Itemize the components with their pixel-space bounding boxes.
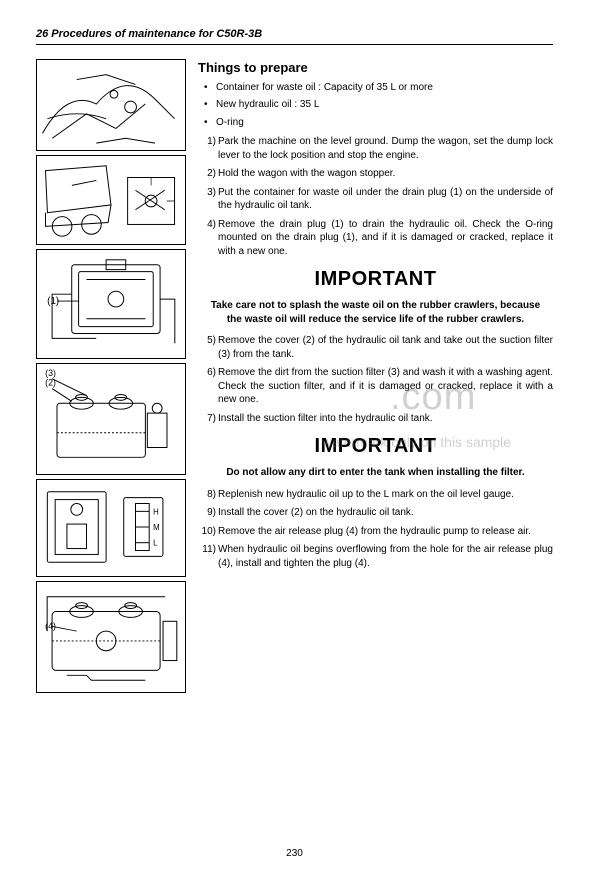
bullet-item: New hydraulic oil : 35 L [216, 98, 553, 112]
steps-list-b: 5)Remove the cover (2) of the hydraulic … [198, 334, 553, 425]
fig6-svg: (4) [37, 582, 185, 692]
figure-1 [36, 59, 186, 151]
important-note-2: Do not allow any dirt to enter the tank … [198, 466, 553, 480]
step-item: 10)Remove the air release plug (4) from … [218, 525, 553, 539]
figure-5: H M L [36, 479, 186, 577]
svg-text:(4): (4) [45, 621, 56, 631]
figure-4: (2) (3) [36, 363, 186, 475]
fig5-svg: H M L [37, 480, 185, 576]
step-item: 8)Replenish new hydraulic oil up to the … [218, 488, 553, 502]
important-heading-1: IMPORTANT [198, 266, 553, 293]
page-header: 26 Procedures of maintenance for C50R-3B [36, 28, 553, 45]
manual-page: 26 Procedures of maintenance for C50R-3B [0, 0, 589, 873]
bullet-item: O-ring [216, 116, 553, 130]
fig2-svg [37, 156, 185, 244]
page-number: 230 [0, 848, 589, 859]
step-item: 2)Hold the wagon with the wagon stopper. [218, 167, 553, 181]
prepare-heading: Things to prepare [198, 59, 553, 77]
svg-text:L: L [153, 539, 158, 548]
content-row: (1) [36, 59, 553, 693]
svg-text:(2): (2) [45, 378, 56, 388]
bullet-item: Container for waste oil : Capacity of 35… [216, 81, 553, 95]
prepare-list: Container for waste oil : Capacity of 35… [198, 81, 553, 130]
steps-list-a: 1)Park the machine on the level ground. … [198, 135, 553, 258]
step-item: 7)Install the suction filter into the hy… [218, 412, 553, 426]
important-note-1: Take care not to splash the waste oil on… [198, 299, 553, 326]
fig4-svg: (2) (3) [37, 364, 185, 474]
figure-6: (4) [36, 581, 186, 693]
step-item: 9)Install the cover (2) on the hydraulic… [218, 506, 553, 520]
step-item: 4)Remove the drain plug (1) to drain the… [218, 218, 553, 259]
figure-3: (1) [36, 249, 186, 359]
step-item: 6)Remove the dirt from the suction filte… [218, 366, 553, 407]
svg-text:M: M [153, 523, 160, 532]
svg-text:(1): (1) [47, 296, 59, 307]
svg-text:H: H [153, 507, 159, 516]
important-heading-2: IMPORTANT [198, 433, 553, 460]
figure-column: (1) [36, 59, 186, 693]
figure-2 [36, 155, 186, 245]
text-column: Things to prepare Container for waste oi… [198, 59, 553, 693]
fig3-svg: (1) [37, 250, 185, 358]
step-item: 3)Put the container for waste oil under … [218, 186, 553, 213]
step-item: 11)When hydraulic oil begins overflowing… [218, 543, 553, 570]
steps-list-c: 8)Replenish new hydraulic oil up to the … [198, 488, 553, 571]
fig1-svg [37, 60, 185, 150]
step-item: 5)Remove the cover (2) of the hydraulic … [218, 334, 553, 361]
svg-text:(3): (3) [45, 368, 56, 378]
step-item: 1)Park the machine on the level ground. … [218, 135, 553, 162]
